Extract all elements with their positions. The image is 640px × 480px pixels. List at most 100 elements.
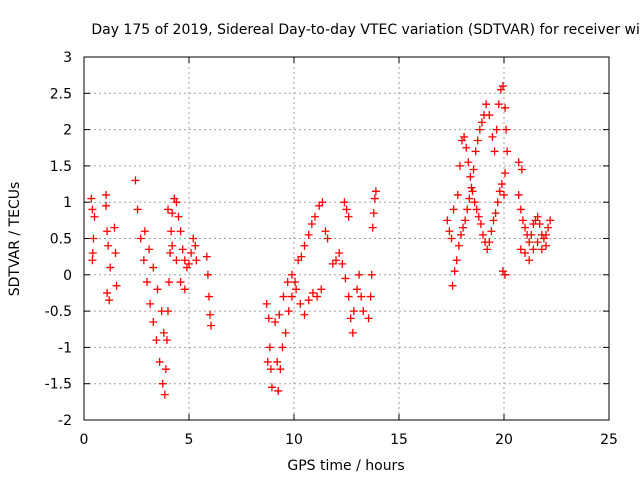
data-point: [149, 317, 158, 326]
data-point: [461, 216, 470, 225]
data-point: [533, 212, 542, 221]
data-point: [475, 125, 484, 134]
data-point: [110, 223, 119, 232]
data-point: [143, 278, 151, 287]
data-point: [342, 205, 351, 214]
data-point: [498, 82, 507, 91]
data-series-sdtvar: [87, 82, 555, 399]
data-point: [87, 194, 96, 203]
data-point: [497, 180, 506, 189]
data-point: [348, 328, 357, 337]
data-point: [206, 310, 214, 319]
data-point: [466, 172, 475, 181]
data-point: [203, 270, 212, 279]
y-tick-label: -1.5: [45, 377, 72, 393]
data-point: [287, 270, 296, 279]
data-point: [172, 198, 181, 207]
data-point: [454, 241, 463, 250]
data-point: [275, 310, 284, 319]
data-point: [266, 365, 275, 374]
y-axis-label: SDTVAR / TECUs: [7, 182, 23, 297]
data-point: [164, 205, 172, 214]
data-point: [525, 238, 534, 247]
data-point: [469, 165, 478, 174]
x-tick-label: 5: [185, 432, 194, 448]
x-tick-label: 25: [600, 432, 618, 448]
data-point: [514, 190, 523, 199]
data-point: [112, 281, 121, 290]
data-point: [493, 198, 502, 207]
data-point: [482, 100, 491, 109]
data-point: [367, 270, 376, 279]
data-point: [307, 219, 316, 228]
data-point: [155, 357, 164, 366]
data-point: [453, 190, 462, 199]
data-point: [450, 267, 459, 276]
data-point: [464, 158, 473, 167]
y-tick-label: 3: [63, 50, 72, 66]
data-point: [105, 296, 114, 305]
x-axis-label: GPS time / hours: [287, 458, 404, 474]
data-point: [542, 230, 550, 239]
data-point: [514, 158, 523, 167]
data-point: [447, 234, 456, 243]
data-point: [521, 249, 529, 258]
data-point: [157, 307, 166, 316]
data-point: [468, 187, 477, 196]
y-tick-label: 0.5: [50, 232, 72, 248]
x-axis: 0 5 10 15 20 25: [80, 57, 618, 448]
data-point: [297, 252, 306, 261]
data-point: [168, 241, 177, 250]
x-tick-label: 10: [285, 432, 303, 448]
data-point: [102, 190, 111, 199]
data-point: [366, 292, 375, 301]
data-point: [492, 125, 501, 134]
data-point: [318, 198, 327, 207]
data-point: [189, 234, 198, 243]
data-point: [516, 245, 525, 254]
data-point: [476, 219, 485, 228]
data-point: [180, 285, 189, 294]
data-point: [263, 357, 272, 366]
data-point: [278, 343, 287, 352]
data-point: [265, 343, 274, 352]
data-point: [542, 241, 550, 250]
data-point: [88, 256, 97, 265]
data-point: [152, 336, 161, 345]
data-point: [180, 256, 189, 265]
data-point: [88, 249, 97, 258]
data-point: [274, 386, 283, 395]
data-point: [166, 249, 175, 258]
data-point: [344, 292, 353, 301]
data-point: [191, 241, 200, 250]
data-point: [304, 296, 313, 305]
data-point: [460, 132, 469, 141]
data-point: [292, 285, 301, 294]
data-point: [452, 256, 461, 265]
y-axis: -2 -1.5 -1 -0.5 0 0.5 1 1.5 2 2.5 3: [45, 50, 609, 429]
data-point: [185, 259, 193, 268]
grid-lines: [84, 57, 609, 420]
data-point: [160, 390, 169, 399]
data-point: [544, 223, 553, 232]
data-point: [338, 259, 347, 268]
data-point: [264, 314, 273, 323]
data-point: [89, 234, 98, 243]
data-point: [202, 252, 211, 261]
data-point: [332, 256, 340, 265]
data-point: [474, 212, 483, 221]
data-point: [443, 216, 452, 225]
data-point: [267, 383, 276, 392]
data-point: [300, 310, 309, 319]
data-point: [355, 270, 364, 279]
data-point: [546, 216, 555, 225]
data-point: [304, 230, 313, 239]
data-point: [533, 238, 542, 247]
data-point: [368, 223, 377, 232]
data-point: [488, 132, 497, 141]
data-point: [311, 212, 319, 221]
data-point: [106, 263, 115, 272]
data-point: [535, 219, 544, 228]
data-point: [529, 245, 538, 254]
